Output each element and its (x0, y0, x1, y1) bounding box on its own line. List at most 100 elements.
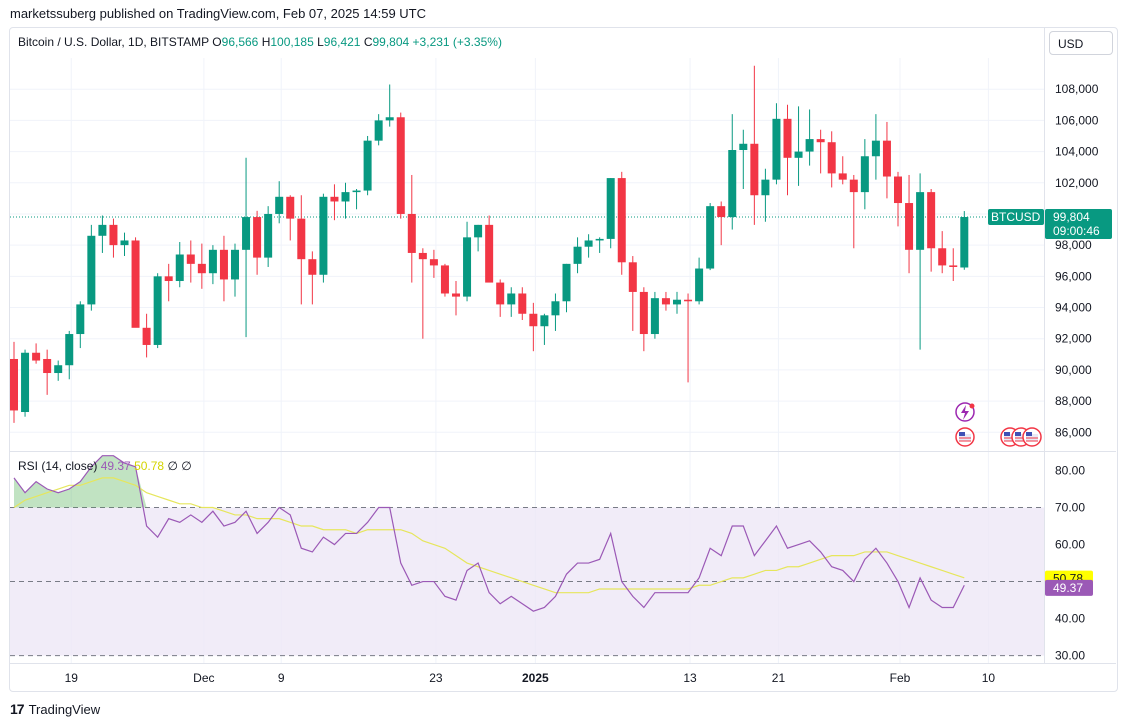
candle-body[interactable] (595, 238, 604, 241)
candle-body[interactable] (717, 206, 726, 218)
candle-body[interactable] (131, 240, 140, 328)
candle-body[interactable] (231, 249, 239, 280)
footer-brand[interactable]: TradingView (28, 701, 101, 717)
candle-body[interactable] (275, 196, 284, 214)
candle-body[interactable] (584, 240, 593, 247)
candle-body[interactable] (628, 262, 637, 292)
candle-body[interactable] (407, 213, 416, 253)
currency-button[interactable]: USD (1049, 31, 1113, 55)
candle-body[interactable] (960, 217, 969, 268)
candle-body[interactable] (485, 224, 494, 283)
candle-body[interactable] (452, 293, 460, 297)
candle-body[interactable] (794, 151, 803, 158)
candle-body[interactable] (98, 224, 107, 236)
candle-body[interactable] (496, 282, 505, 305)
candle-body[interactable] (396, 117, 405, 214)
candle-body[interactable] (750, 143, 759, 196)
candle-body[interactable] (761, 179, 770, 196)
candle-body[interactable] (109, 224, 118, 246)
candle-body[interactable] (938, 248, 947, 266)
candle-body[interactable] (518, 293, 527, 314)
candle-body[interactable] (297, 218, 306, 260)
candle-body[interactable] (54, 365, 63, 374)
candle-body[interactable] (319, 196, 328, 275)
candle-body[interactable] (551, 301, 560, 316)
candle-body[interactable] (650, 298, 659, 335)
candle-body[interactable] (783, 118, 792, 158)
countdown-value: 09:00:46 (1053, 224, 1100, 238)
candle-body[interactable] (739, 143, 748, 151)
candle-body[interactable] (573, 246, 582, 264)
candle-body[interactable] (142, 327, 151, 345)
candle-body[interactable] (617, 178, 626, 263)
candle-body[interactable] (728, 150, 737, 218)
candle-body[interactable] (927, 192, 936, 249)
candle-body[interactable] (673, 299, 681, 305)
candle-body[interactable] (341, 192, 350, 202)
candle-body[interactable] (440, 265, 449, 294)
candle-body[interactable] (65, 334, 74, 366)
candle-body[interactable] (882, 140, 891, 177)
candle-body[interactable] (32, 352, 41, 361)
candle-body[interactable] (330, 196, 339, 202)
candle-body[interactable] (684, 299, 693, 302)
candle-body[interactable] (905, 203, 914, 250)
candle-body[interactable] (816, 139, 825, 143)
candle-body[interactable] (76, 304, 85, 335)
candle-body[interactable] (374, 120, 383, 141)
candle-body[interactable] (286, 196, 295, 219)
time-tick-label: 21 (772, 671, 786, 685)
candle-body[interactable] (352, 190, 361, 193)
us-event-flag-icon-canton (1004, 432, 1010, 436)
candle-body[interactable] (418, 252, 427, 260)
candle-body[interactable] (916, 192, 925, 250)
candle-body[interactable] (219, 249, 228, 280)
candle-body[interactable] (363, 140, 372, 191)
rsi-title[interactable]: RSI (14, close) (18, 459, 98, 473)
candle-body[interactable] (10, 358, 18, 411)
publisher-text: marketssuberg published on TradingView.c… (10, 6, 426, 21)
candle-body[interactable] (871, 140, 880, 157)
lightning-bolt-icon (961, 405, 969, 420)
candle-body[interactable] (197, 263, 206, 274)
candle-body[interactable] (860, 156, 869, 193)
candle-body[interactable] (706, 206, 715, 269)
candle-body[interactable] (562, 263, 571, 302)
price-tick-label: 94,000 (1055, 301, 1092, 315)
candle-body[interactable] (385, 117, 394, 121)
candle-body[interactable] (827, 142, 836, 174)
symbol-name[interactable]: Bitcoin / U.S. Dollar, 1D, BITSTAMP (18, 35, 209, 49)
candle-body[interactable] (529, 313, 538, 327)
candle-body[interactable] (308, 259, 317, 275)
candle-body[interactable] (838, 173, 847, 180)
candle-body[interactable] (264, 213, 273, 258)
candle-body[interactable] (43, 358, 52, 374)
candle-body[interactable] (606, 178, 615, 239)
time-tick-label: Dec (193, 671, 214, 685)
candle-body[interactable] (21, 352, 30, 413)
candle-body[interactable] (894, 176, 902, 204)
candle-body[interactable] (949, 265, 958, 267)
candle-body[interactable] (463, 237, 472, 297)
candle-body[interactable] (507, 293, 516, 305)
candle-body[interactable] (186, 254, 195, 264)
candle-body[interactable] (164, 276, 173, 282)
candle-body[interactable] (805, 139, 814, 152)
candle-body[interactable] (661, 298, 670, 305)
candle-body[interactable] (87, 235, 96, 305)
candle-body[interactable] (120, 240, 129, 246)
candle-body[interactable] (639, 291, 648, 335)
candle-body[interactable] (772, 118, 781, 180)
candle-body[interactable] (540, 315, 549, 327)
candle-body[interactable] (242, 217, 251, 250)
candle-body[interactable] (474, 224, 483, 238)
candle-body[interactable] (175, 254, 184, 282)
rsi-tag-value: 49.37 (1053, 581, 1083, 595)
candle-body[interactable] (153, 276, 162, 345)
candle-body[interactable] (849, 179, 858, 193)
candle-body[interactable] (695, 268, 704, 302)
candle-body[interactable] (253, 217, 262, 258)
candle-body[interactable] (429, 259, 438, 266)
candle-body[interactable] (208, 249, 217, 274)
